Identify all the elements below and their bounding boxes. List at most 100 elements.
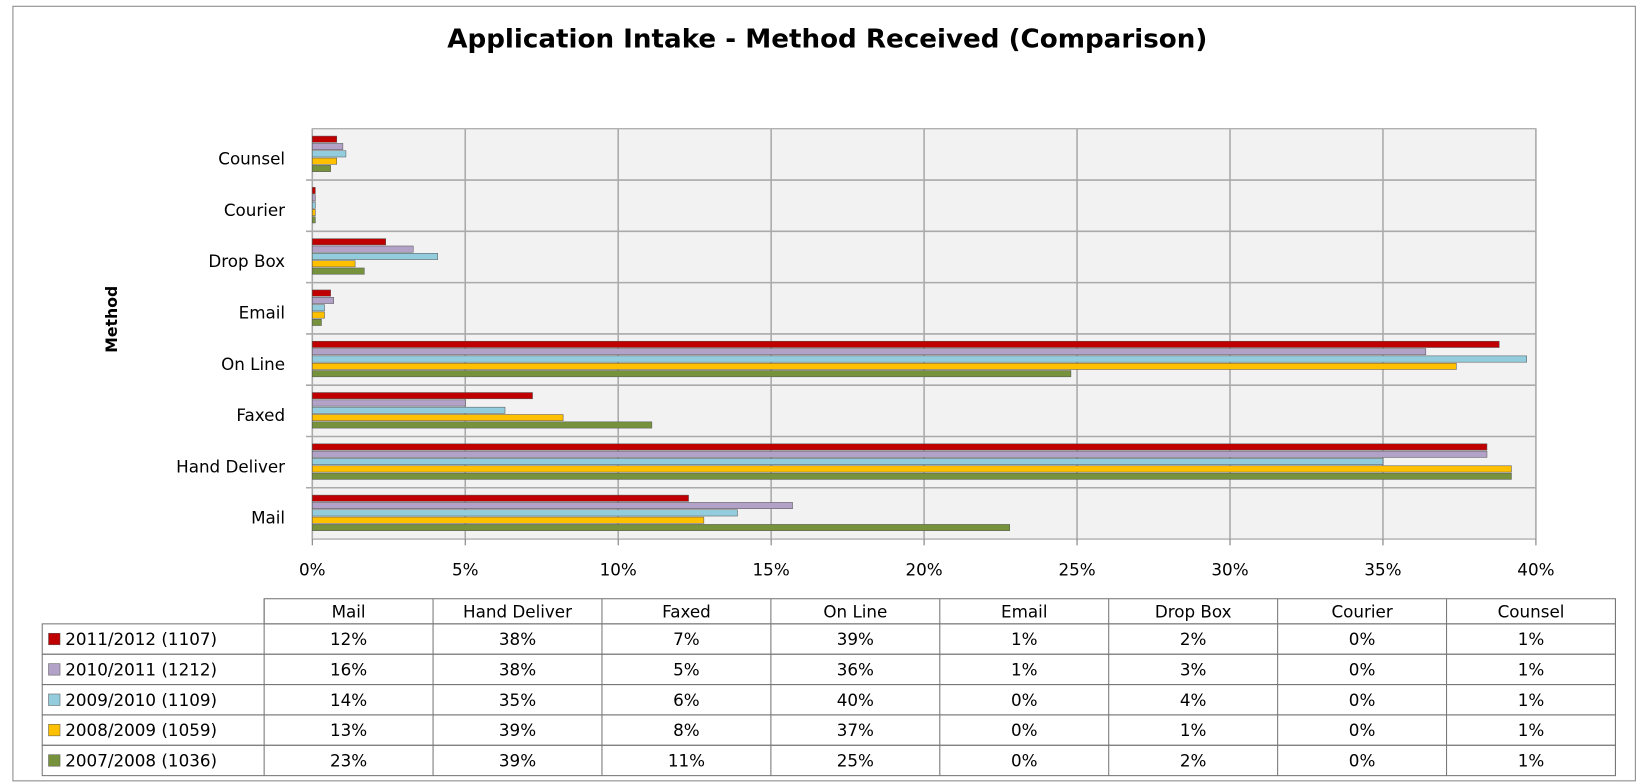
bar [312,524,1011,531]
bar [312,450,1488,458]
bar [312,392,533,400]
table-cell: 16% [330,659,367,679]
table-cell: 39% [499,720,536,740]
bar [312,216,316,224]
table-cell: 0% [1349,690,1376,710]
table-cell: 37% [837,720,874,740]
bar [312,340,1500,348]
legend-label: 2009/2010 (1109) [65,690,217,710]
bar [312,355,1528,363]
table-cell: 1% [1011,659,1038,679]
table-cell: 3% [1180,659,1207,679]
table-cell: 0% [1349,659,1376,679]
legend-label: 2010/2011 (1212) [65,659,217,679]
table-cell: 0% [1011,750,1038,770]
legend-label: 2008/2009 (1059) [65,720,217,740]
bar [312,201,316,209]
bar [312,245,414,253]
table-cell: 1% [1518,720,1545,740]
bar [312,509,738,517]
x-tick-label: 30% [1211,559,1248,579]
bar [312,458,1384,466]
table-cell: 5% [673,659,700,679]
legend-swatch [48,754,61,767]
bar [312,165,331,172]
y-tick-label: Hand Deliver [176,456,285,476]
table-cell: 7% [673,629,700,649]
bar [312,304,325,312]
table-cell: 0% [1011,690,1038,710]
table-cell: 2% [1180,629,1207,649]
y-tick-label: Mail [251,508,285,528]
y-tick-label: Drop Box [208,251,285,271]
x-tick-label: 5% [452,559,479,579]
table-header: Counsel [1498,601,1565,621]
table-header: Mail [332,601,366,621]
bar [312,494,689,502]
table-cell: 8% [673,720,700,740]
bar [312,443,1488,451]
x-tick-label: 20% [906,559,943,579]
bar [312,516,705,524]
table-cell: 13% [330,720,367,740]
table-cell: 0% [1349,629,1376,649]
legend-swatch [48,693,61,706]
legend-swatch [48,633,61,646]
bar [312,209,316,216]
bar [312,370,1072,378]
bar [312,260,356,268]
bar [312,135,338,143]
table-cell: 39% [499,750,536,770]
table-cell: 35% [499,690,536,710]
table-cell: 14% [330,690,367,710]
table-cell: 40% [837,690,874,710]
bar [312,187,316,194]
bar [312,150,347,158]
table-header: Hand Deliver [463,601,572,621]
table-header: Drop Box [1155,601,1232,621]
table-cell: 1% [1518,750,1545,770]
bar [312,157,338,165]
chart-title: Application Intake - Method Received (Co… [447,24,1207,54]
y-tick-label: Courier [224,200,285,220]
legend-label: 2011/2012 (1107) [65,629,217,649]
bar [312,465,1512,473]
bar [312,238,386,246]
table-cell: 1% [1518,629,1545,649]
table-cell: 1% [1518,690,1545,710]
table-header: Courier [1331,601,1392,621]
bar [312,362,1457,370]
x-tick-label: 25% [1058,559,1095,579]
legend-swatch [48,724,61,737]
bar [312,502,793,509]
table-cell: 39% [837,629,874,649]
table-cell: 4% [1180,690,1207,710]
bar [312,194,316,202]
table-cell: 11% [668,750,705,770]
table-cell: 0% [1349,750,1376,770]
bar [312,253,438,260]
table-cell: 0% [1011,720,1038,740]
y-tick-label: Faxed [236,405,285,425]
y-tick-label: Email [239,302,285,322]
bar [312,414,564,422]
x-tick-label: 0% [299,559,326,579]
legend-swatch [48,663,61,676]
bar [312,348,1427,356]
table-header: Faxed [662,601,711,621]
bar [312,297,334,304]
bar [312,472,1512,480]
bar [312,421,653,429]
table-cell: 23% [330,750,367,770]
table-cell: 1% [1180,720,1207,740]
y-tick-label: Counsel [218,149,285,169]
table-header: Email [1001,601,1047,621]
y-tick-label: On Line [221,354,285,374]
bar [312,406,506,414]
table-cell: 1% [1518,659,1545,679]
table-cell: 1% [1011,629,1038,649]
table-cell: 2% [1180,750,1207,770]
bar [312,311,325,319]
bar [312,399,466,407]
